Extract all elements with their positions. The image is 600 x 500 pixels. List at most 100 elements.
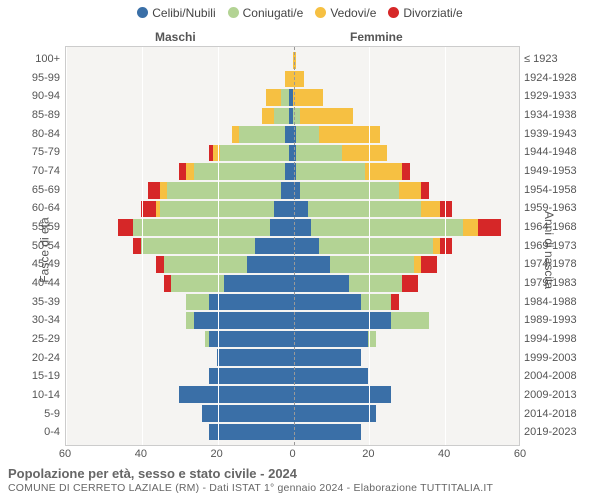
pyramid-row xyxy=(66,181,519,200)
male-bar xyxy=(148,182,292,199)
bar-segment xyxy=(274,108,289,125)
age-label: 20-24 xyxy=(0,349,62,368)
birth-year-label: 1999-2003 xyxy=(522,349,598,368)
bar-segment xyxy=(421,201,440,218)
bar-segment xyxy=(141,238,255,255)
age-label: 35-39 xyxy=(0,293,62,312)
birth-year-label: 1924-1928 xyxy=(522,69,598,88)
female-bar xyxy=(293,126,380,143)
x-tick: 20 xyxy=(211,448,223,460)
female-bar xyxy=(293,349,361,366)
gridline xyxy=(445,47,446,445)
legend: Celibi/Nubili Coniugati/e Vedovi/e Divorzia… xyxy=(0,6,600,20)
bar-segment xyxy=(300,182,399,199)
bar-segment xyxy=(209,424,292,441)
bar-segment xyxy=(209,331,292,348)
male-bar xyxy=(209,424,292,441)
birth-year-label: ≤ 1923 xyxy=(522,50,598,69)
bar-segment xyxy=(156,256,164,273)
female-bar xyxy=(293,275,418,292)
bar-segment xyxy=(361,294,391,311)
female-bar xyxy=(293,238,452,255)
bar-segment xyxy=(293,89,323,106)
bar-segment xyxy=(167,182,281,199)
male-bar xyxy=(266,89,293,106)
legend-item: Coniugati/e xyxy=(228,6,304,20)
bar-segment xyxy=(217,349,293,366)
bar-segment xyxy=(133,238,141,255)
bar-segment xyxy=(293,424,361,441)
bar-segment xyxy=(164,275,172,292)
x-tick: 60 xyxy=(514,448,526,460)
pyramid-row xyxy=(66,423,519,442)
legend-label: Coniugati/e xyxy=(243,6,304,20)
female-heading: Femmine xyxy=(350,30,403,44)
birth-year-label: 2014-2018 xyxy=(522,405,598,424)
legend-swatch xyxy=(388,7,399,18)
legend-swatch xyxy=(228,7,239,18)
male-bar xyxy=(179,386,293,403)
bar-segment xyxy=(247,256,293,273)
bar-segment xyxy=(478,219,501,236)
bar-segment xyxy=(293,386,392,403)
x-tick: 60 xyxy=(59,448,71,460)
male-bar xyxy=(202,405,293,422)
bar-segment xyxy=(308,201,422,218)
legend-item: Vedovi/e xyxy=(315,6,376,20)
x-ticks: 6040200204060 xyxy=(65,448,520,462)
bar-segment xyxy=(148,182,159,199)
pyramid-row xyxy=(66,385,519,404)
pyramid-row xyxy=(66,218,519,237)
bar-segment xyxy=(141,201,156,218)
pyramid-row xyxy=(66,88,519,107)
age-label: 45-49 xyxy=(0,255,62,274)
bar-segment xyxy=(421,256,436,273)
legend-item: Divorziati/e xyxy=(388,6,462,20)
bar-segment xyxy=(281,182,292,199)
legend-swatch xyxy=(315,7,326,18)
female-bar xyxy=(293,145,388,162)
caption-title: Popolazione per età, sesso e stato civil… xyxy=(8,466,592,481)
age-label: 65-69 xyxy=(0,181,62,200)
age-label: 70-74 xyxy=(0,162,62,181)
bar-segment xyxy=(270,219,293,236)
birth-year-label: 1969-1973 xyxy=(522,237,598,256)
birth-year-label: 2009-2013 xyxy=(522,386,598,405)
male-bar xyxy=(217,349,293,366)
bar-segment xyxy=(133,219,270,236)
bar-segment xyxy=(296,163,364,180)
bar-segment xyxy=(293,368,369,385)
pyramid-row xyxy=(66,367,519,386)
male-bar xyxy=(133,238,292,255)
bar-segment xyxy=(194,163,285,180)
bar-segment xyxy=(209,294,292,311)
pyramid-row xyxy=(66,70,519,89)
bar-segment xyxy=(349,275,402,292)
bar-segment xyxy=(402,275,417,292)
bar-segment xyxy=(220,145,288,162)
female-bar xyxy=(293,201,452,218)
birth-year-label: 1929-1933 xyxy=(522,87,598,106)
bar-segment xyxy=(160,182,168,199)
age-label: 15-19 xyxy=(0,367,62,386)
bar-segment xyxy=(285,71,293,88)
bar-segment xyxy=(342,145,388,162)
birth-year-label: 1934-1938 xyxy=(522,106,598,125)
birth-year-label: 2004-2008 xyxy=(522,367,598,386)
birth-year-label: 1984-1988 xyxy=(522,293,598,312)
bar-segment xyxy=(186,163,194,180)
pyramid-row xyxy=(66,125,519,144)
bar-segment xyxy=(274,201,293,218)
pyramid-row xyxy=(66,330,519,349)
age-label: 55-59 xyxy=(0,218,62,237)
age-label: 0-4 xyxy=(0,423,62,442)
legend-item: Celibi/Nubili xyxy=(137,6,215,20)
male-bar xyxy=(118,219,292,236)
female-bar xyxy=(293,108,354,125)
male-bar xyxy=(209,368,292,385)
birth-year-label: 1944-1948 xyxy=(522,143,598,162)
female-bar xyxy=(293,386,392,403)
age-label: 10-14 xyxy=(0,386,62,405)
bar-segment xyxy=(266,89,281,106)
birth-year-label: 1964-1968 xyxy=(522,218,598,237)
